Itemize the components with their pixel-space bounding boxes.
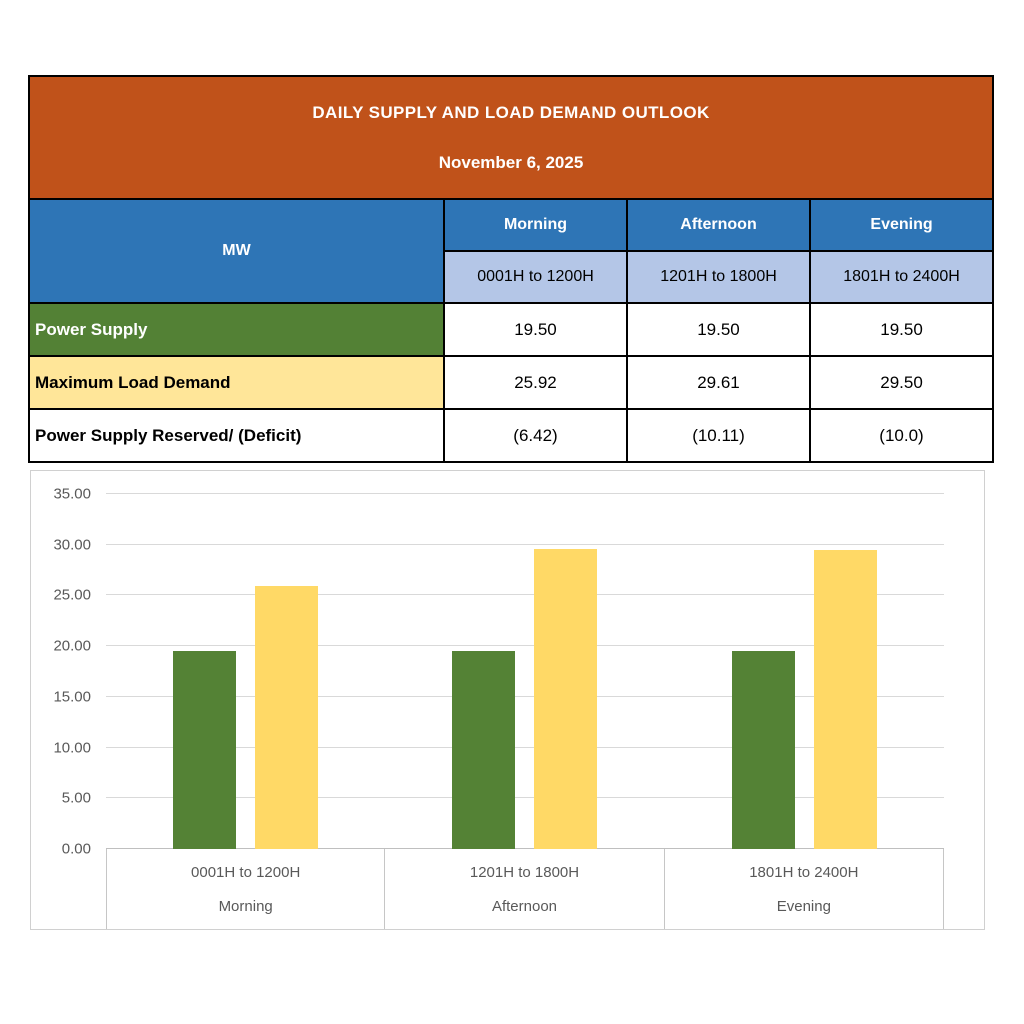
hours-evening: 1801H to 2400H [808, 250, 995, 304]
bar-power-supply [452, 651, 516, 849]
table-hours-row: 0001H to 1200H 1201H to 1800H 1801H to 2… [29, 250, 995, 304]
table-row-reserve-deficit: Power Supply Reserved/ (Deficit) (6.42) … [28, 408, 995, 463]
x-axis: 0001H to 1200H Morning 1201H to 1800H After… [106, 849, 944, 929]
gridline [106, 848, 944, 849]
table-title-row: DAILY SUPPLY AND LOAD DEMAND OUTLOOK Nov… [27, 75, 995, 200]
bar-group [665, 494, 944, 849]
value-cell: 25.92 [443, 355, 628, 410]
y-axis-tick-label: 10.00 [53, 739, 91, 757]
x-axis-hours-label: 1801H to 2400H [749, 863, 859, 881]
y-axis: 0.00 5.00 10.00 15.00 20.00 25.00 30.00 35.00 [31, 486, 97, 858]
value-cell: 29.50 [808, 355, 995, 410]
bar-group [106, 494, 385, 849]
bar-power-supply [731, 651, 795, 849]
y-axis-tick-label: 5.00 [61, 789, 91, 807]
x-axis-category: 0001H to 1200H Morning [106, 849, 386, 929]
value-cell: 19.50 [626, 302, 811, 357]
x-axis-hours-label: 1201H to 1800H [469, 863, 580, 881]
x-axis-hours-label: 0001H to 1200H [191, 863, 301, 881]
gridline [106, 645, 944, 647]
gridline [106, 797, 944, 799]
table-title-cell: DAILY SUPPLY AND LOAD DEMAND OUTLOOK Nov… [27, 75, 995, 200]
y-axis-tick-label: 20.00 [53, 637, 91, 655]
y-axis-tick-label: 35.00 [53, 485, 91, 503]
hours-morning: 0001H to 1200H [443, 250, 628, 304]
row-label-max-load-demand: Maximum Load Demand [28, 355, 445, 410]
daily-outlook-table: DAILY SUPPLY AND LOAD DEMAND OUTLOOK Nov… [27, 75, 995, 463]
x-axis-period-label: Afternoon [491, 897, 558, 915]
gridline [106, 695, 944, 697]
bar-group [385, 494, 664, 849]
gridline [106, 594, 944, 596]
table-row-power-supply: Power Supply 19.50 19.50 19.50 [28, 302, 995, 357]
value-cell: (10.11) [626, 408, 811, 463]
table-row-max-load-demand: Maximum Load Demand 25.92 29.61 29.50 [28, 355, 995, 410]
gridline [106, 543, 944, 545]
table-date: November 6, 2025 [438, 152, 584, 172]
header-afternoon: Afternoon [626, 198, 811, 252]
value-cell: (10.0) [808, 408, 995, 463]
x-axis-category: 1201H to 1800H Afternoon [385, 849, 665, 929]
bar-groups [106, 494, 944, 849]
bar-chart: 0.00 5.00 10.00 15.00 20.00 25.00 30.00 35.00 0… [30, 470, 985, 930]
value-cell: (6.42) [443, 408, 628, 463]
y-axis-tick-label: 30.00 [53, 536, 91, 554]
x-axis-period-label: Evening [776, 897, 831, 915]
row-label-reserve-deficit: Power Supply Reserved/ (Deficit) [28, 408, 445, 463]
gridline [106, 746, 944, 748]
x-axis-period-label: Morning [218, 897, 273, 915]
header-morning: Morning [443, 198, 628, 252]
hours-afternoon: 1201H to 1800H [626, 250, 811, 304]
bar-power-supply [173, 651, 237, 849]
value-cell: 19.50 [808, 302, 995, 357]
bar-maximum-load-demand [534, 548, 598, 849]
table-header-row: MW Morning Afternoon Evening [28, 198, 995, 304]
value-cell: 29.61 [626, 355, 811, 410]
bar-maximum-load-demand [255, 586, 319, 849]
header-evening: Evening [808, 198, 995, 252]
y-axis-tick-label: 25.00 [53, 586, 91, 604]
bar-maximum-load-demand [813, 549, 877, 849]
y-axis-tick-label: 0.00 [61, 840, 91, 858]
corner-cell-mw: MW [28, 198, 445, 304]
x-axis-category: 1801H to 2400H Evening [665, 849, 944, 929]
value-cell: 19.50 [443, 302, 628, 357]
plot-area [106, 493, 944, 849]
gridline [106, 493, 944, 494]
y-axis-tick-label: 15.00 [53, 688, 91, 706]
table-title: DAILY SUPPLY AND LOAD DEMAND OUTLOOK [312, 102, 710, 122]
row-label-power-supply: Power Supply [28, 302, 445, 357]
